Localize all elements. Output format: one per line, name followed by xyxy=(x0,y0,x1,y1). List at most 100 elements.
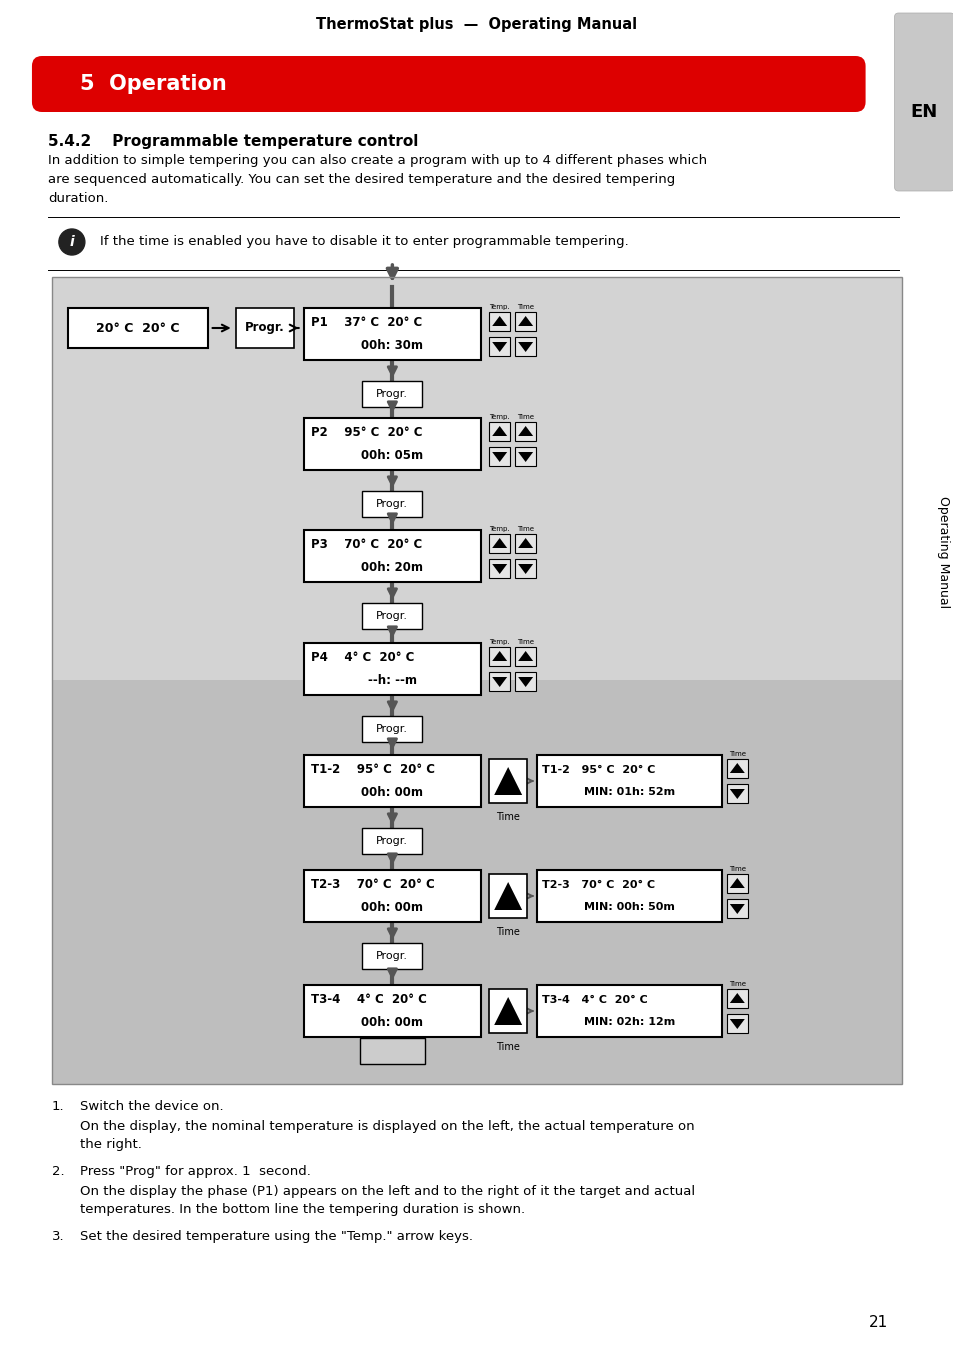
Text: Time: Time xyxy=(517,414,534,420)
Polygon shape xyxy=(494,767,521,795)
Bar xyxy=(537,986,721,1037)
Polygon shape xyxy=(492,426,507,435)
Bar xyxy=(489,448,510,466)
Text: P3    70° C  20° C: P3 70° C 20° C xyxy=(312,538,422,552)
Bar xyxy=(515,312,536,331)
Text: Temp.: Temp. xyxy=(489,639,510,645)
Text: Press "Prog" for approx. 1  second.: Press "Prog" for approx. 1 second. xyxy=(80,1165,311,1178)
Polygon shape xyxy=(729,1019,744,1029)
Text: EN: EN xyxy=(910,103,937,120)
Text: T3-4   4° C  20° C: T3-4 4° C 20° C xyxy=(541,995,647,1005)
Bar xyxy=(489,422,510,441)
Polygon shape xyxy=(517,677,533,687)
Bar xyxy=(489,758,527,803)
Polygon shape xyxy=(517,452,533,462)
Polygon shape xyxy=(492,452,507,462)
Text: T1-2    95° C  20° C: T1-2 95° C 20° C xyxy=(312,763,435,776)
Polygon shape xyxy=(492,342,507,352)
Text: --h: --m: --h: --m xyxy=(368,673,416,687)
Text: P4    4° C  20° C: P4 4° C 20° C xyxy=(312,652,415,664)
Bar xyxy=(359,1038,424,1064)
Text: Time: Time xyxy=(517,304,534,310)
Bar xyxy=(726,990,747,1009)
Text: On the display the phase (P1) appears on the left and to the right of it the tar: On the display the phase (P1) appears on… xyxy=(80,1184,695,1215)
Bar xyxy=(362,603,422,629)
Text: MIN: 02h: 12m: MIN: 02h: 12m xyxy=(583,1018,675,1028)
Bar xyxy=(235,308,294,347)
FancyBboxPatch shape xyxy=(894,14,953,191)
Text: Time: Time xyxy=(728,750,745,757)
Polygon shape xyxy=(492,538,507,548)
Text: Set the desired temperature using the "Temp." arrow keys.: Set the desired temperature using the "T… xyxy=(80,1230,473,1242)
Bar xyxy=(537,754,721,807)
Bar xyxy=(362,827,422,854)
Bar xyxy=(51,277,901,680)
Bar xyxy=(515,672,536,691)
Text: 2.: 2. xyxy=(51,1165,65,1178)
Text: ThermoStat plus  —  Operating Manual: ThermoStat plus — Operating Manual xyxy=(315,18,636,32)
Bar xyxy=(362,491,422,516)
Text: Switch the device on.: Switch the device on. xyxy=(80,1101,223,1113)
Text: Temp.: Temp. xyxy=(489,414,510,420)
Bar xyxy=(726,873,747,894)
Text: i: i xyxy=(70,235,74,249)
Text: 00h: 00m: 00h: 00m xyxy=(361,786,423,799)
Text: Progr.: Progr. xyxy=(376,499,408,508)
Text: 00h: 05m: 00h: 05m xyxy=(361,449,423,462)
Polygon shape xyxy=(517,564,533,575)
Bar xyxy=(515,648,536,667)
Text: Progr.: Progr. xyxy=(244,322,284,334)
Bar xyxy=(726,899,747,918)
Text: 00h: 20m: 00h: 20m xyxy=(361,561,423,575)
Bar xyxy=(489,648,510,667)
Bar xyxy=(726,1014,747,1033)
Polygon shape xyxy=(517,652,533,661)
Bar xyxy=(51,277,901,1084)
Bar xyxy=(489,558,510,579)
Bar xyxy=(362,381,422,407)
Bar xyxy=(303,754,480,807)
Text: Time: Time xyxy=(728,867,745,872)
Bar xyxy=(303,869,480,922)
Polygon shape xyxy=(729,877,744,888)
Bar xyxy=(726,758,747,777)
Text: Time: Time xyxy=(728,982,745,987)
Polygon shape xyxy=(517,538,533,548)
Bar xyxy=(362,717,422,742)
Text: Time: Time xyxy=(496,1042,519,1052)
Text: T3-4    4° C  20° C: T3-4 4° C 20° C xyxy=(312,994,427,1006)
Text: T2-3   70° C  20° C: T2-3 70° C 20° C xyxy=(541,880,655,890)
Polygon shape xyxy=(729,790,744,799)
Bar xyxy=(489,873,527,918)
Text: Progr.: Progr. xyxy=(376,836,408,846)
Text: MIN: 00h: 50m: MIN: 00h: 50m xyxy=(583,902,674,913)
Text: Operating Manual: Operating Manual xyxy=(936,496,949,608)
Text: Time: Time xyxy=(517,526,534,531)
Text: In addition to simple tempering you can also create a program with up to 4 diffe: In addition to simple tempering you can … xyxy=(48,154,706,206)
Text: Time: Time xyxy=(496,927,519,937)
Text: 00h: 00m: 00h: 00m xyxy=(361,900,423,914)
Polygon shape xyxy=(494,882,521,910)
Text: Time: Time xyxy=(517,639,534,645)
Bar xyxy=(303,308,480,360)
Bar xyxy=(68,308,208,347)
Text: If the time is enabled you have to disable it to enter programmable tempering.: If the time is enabled you have to disab… xyxy=(100,235,628,249)
Text: P1    37° C  20° C: P1 37° C 20° C xyxy=(312,316,422,329)
Polygon shape xyxy=(492,564,507,575)
Text: 5.4.2    Programmable temperature control: 5.4.2 Programmable temperature control xyxy=(48,134,417,149)
Bar xyxy=(489,312,510,331)
Bar xyxy=(51,680,901,1084)
Bar xyxy=(515,558,536,579)
Bar xyxy=(489,672,510,691)
Text: 21: 21 xyxy=(868,1315,887,1330)
Text: On the display, the nominal temperature is displayed on the left, the actual tem: On the display, the nominal temperature … xyxy=(80,1119,694,1151)
Bar xyxy=(515,534,536,553)
Text: T1-2   95° C  20° C: T1-2 95° C 20° C xyxy=(541,765,655,775)
Bar xyxy=(515,422,536,441)
Text: Temp.: Temp. xyxy=(489,304,510,310)
Bar xyxy=(515,337,536,356)
Text: Temp.: Temp. xyxy=(489,526,510,531)
Polygon shape xyxy=(517,426,533,435)
Bar xyxy=(489,337,510,356)
Polygon shape xyxy=(492,652,507,661)
